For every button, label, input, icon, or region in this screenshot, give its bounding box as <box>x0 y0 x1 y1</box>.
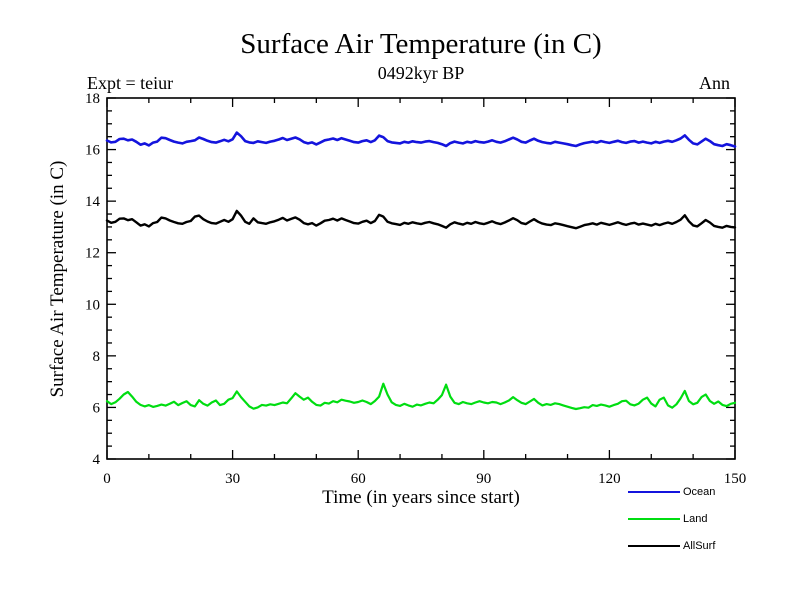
x-tick-label: 60 <box>351 471 366 487</box>
ocean-legend-label: Ocean <box>683 486 716 498</box>
x-tick-label: 90 <box>476 471 491 487</box>
chart-subtitle: 0492kyr BP <box>377 63 465 83</box>
x-tick-label: 120 <box>598 471 621 487</box>
land-legend-label: Land <box>683 513 708 525</box>
ocean-series-line <box>105 131 737 148</box>
y-tick-label: 12 <box>85 246 100 262</box>
ocean-legend-line <box>628 490 680 494</box>
y-tick-label: 16 <box>85 143 101 159</box>
season-label: Ann <box>699 73 730 93</box>
x-tick-label: 0 <box>103 471 111 487</box>
experiment-label: Expt = teiur <box>87 73 174 93</box>
x-axis-title: Time (in years since start) <box>322 487 520 508</box>
x-tick-label: 150 <box>724 471 747 487</box>
y-tick-label: 14 <box>85 194 101 210</box>
allsurf-legend-line <box>628 544 680 548</box>
legend-item-land: Land <box>628 513 707 525</box>
y-tick-label: 8 <box>93 349 101 365</box>
allsurf-series-line <box>105 209 737 230</box>
y-tick-label: 10 <box>85 297 100 313</box>
legend-item-ocean: Ocean <box>628 486 715 498</box>
legend-item-allsurf: AllSurf <box>628 540 715 552</box>
land-series-line <box>105 382 737 411</box>
land-legend-line <box>628 517 680 521</box>
chart-title: Surface Air Temperature (in C) <box>240 28 602 60</box>
y-tick-label: 18 <box>85 91 100 107</box>
allsurf-legend-label: AllSurf <box>683 540 716 552</box>
x-tick-label: 30 <box>225 471 240 487</box>
y-tick-label: 6 <box>93 400 101 416</box>
y-tick-label: 4 <box>93 452 101 468</box>
